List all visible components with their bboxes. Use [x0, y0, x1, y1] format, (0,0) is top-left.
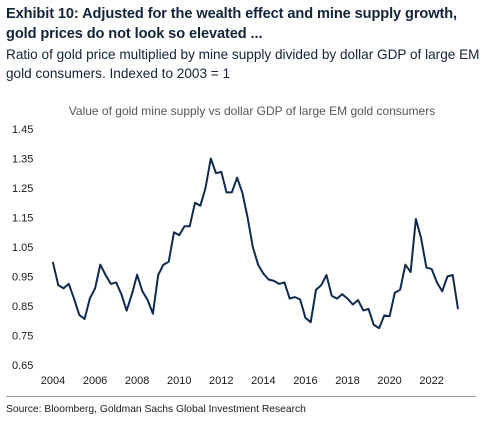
- y-tick-label: 0.85: [12, 301, 33, 313]
- source-note: Source: Bloomberg, Goldman Sachs Global …: [6, 404, 306, 415]
- x-tick-label: 2004: [41, 375, 65, 387]
- x-tick-label: 2006: [83, 375, 107, 387]
- x-tick-label: 2020: [377, 375, 401, 387]
- x-tick-label: 2012: [209, 375, 233, 387]
- x-tick-label: 2018: [335, 375, 359, 387]
- x-tick-label: 2022: [419, 375, 443, 387]
- exhibit-title: Exhibit 10: Adjusted for the wealth effe…: [6, 6, 457, 42]
- y-tick-label: 0.65: [12, 360, 33, 372]
- y-tick-label: 0.75: [12, 331, 33, 343]
- y-tick-label: 1.45: [12, 124, 33, 136]
- x-tick-label: 2008: [125, 375, 149, 387]
- x-axis: 2004 2006 2008 2010 2012 2014 2016 2018 2020 2022: [41, 375, 444, 387]
- chart-title: Value of gold mine supply vs dollar GDP …: [68, 104, 436, 118]
- x-tick-label: 2010: [167, 375, 191, 387]
- y-tick-label: 0.95: [12, 272, 33, 284]
- x-tick-label: 2016: [293, 375, 317, 387]
- y-tick-label: 1.15: [12, 213, 33, 225]
- y-axis: 1.45 1.35 1.25 1.15 1.05 0.95 0.85 0.75 0.65: [12, 124, 33, 372]
- y-tick-label: 1.35: [12, 154, 33, 166]
- source-divider: [6, 396, 476, 397]
- y-tick-label: 1.05: [12, 242, 33, 254]
- series-group: [52, 157, 459, 330]
- y-tick-label: 1.25: [12, 183, 33, 195]
- exhibit-header: Exhibit 10: Adjusted for the wealth effe…: [6, 4, 484, 83]
- exhibit-subtitle: Ratio of gold price multiplied by mine s…: [6, 47, 480, 81]
- series-line: [52, 157, 459, 330]
- x-tick-label: 2014: [251, 375, 275, 387]
